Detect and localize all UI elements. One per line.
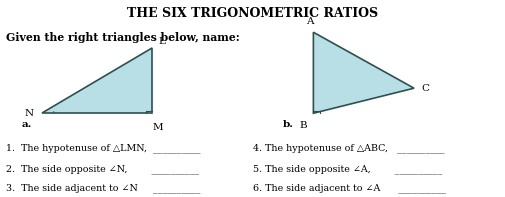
Text: A: A bbox=[305, 18, 313, 26]
Text: L: L bbox=[158, 37, 165, 46]
Text: C: C bbox=[421, 84, 429, 93]
Text: THE SIX TRIGONOMETRIC RATIOS: THE SIX TRIGONOMETRIC RATIOS bbox=[127, 7, 378, 20]
Polygon shape bbox=[41, 48, 152, 113]
Text: 5. The side opposite ∠A,        __________: 5. The side opposite ∠A, __________ bbox=[252, 164, 441, 174]
Text: 6. The side adjacent to ∠A      __________: 6. The side adjacent to ∠A __________ bbox=[252, 184, 445, 193]
Text: b.: b. bbox=[283, 120, 293, 129]
Text: 2.  The side opposite ∠N,        __________: 2. The side opposite ∠N, __________ bbox=[7, 164, 199, 174]
Text: Given the right triangles below, name:: Given the right triangles below, name: bbox=[7, 32, 240, 43]
Polygon shape bbox=[313, 32, 413, 113]
Text: N: N bbox=[25, 109, 34, 118]
Text: a.: a. bbox=[22, 120, 32, 129]
Text: 4. The hypotenuse of △ABC,   __________: 4. The hypotenuse of △ABC, __________ bbox=[252, 143, 443, 153]
Text: B: B bbox=[299, 121, 307, 130]
Text: M: M bbox=[152, 123, 163, 132]
Text: 1.  The hypotenuse of △LMN,  __________: 1. The hypotenuse of △LMN, __________ bbox=[7, 143, 200, 153]
Text: 3.  The side adjacent to ∠N     __________: 3. The side adjacent to ∠N __________ bbox=[7, 184, 200, 193]
